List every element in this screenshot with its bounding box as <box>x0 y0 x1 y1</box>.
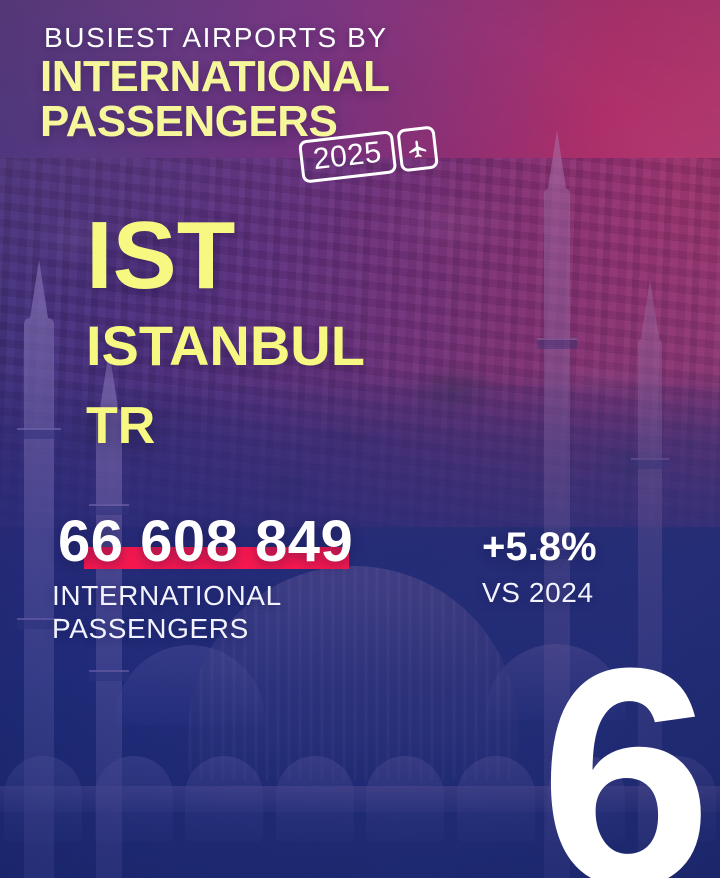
headline-line-2: PASSENGERS <box>40 97 338 147</box>
poster-kicker: BUSIEST AIRPORTS BY <box>44 22 388 53</box>
year-badge-label: 2025 <box>298 130 398 184</box>
passenger-count-value: 66 608 849 <box>58 509 354 574</box>
growth-comparison-label: VS 2024 <box>482 577 594 608</box>
headline-line-1: INTERNATIONAL <box>40 52 390 101</box>
growth-stat-block: +5.8% VS 2024 <box>482 527 597 609</box>
airplane-icon <box>408 140 426 158</box>
rank-number: 6 <box>539 603 712 878</box>
poster-headline: INTERNATIONAL PASSENGERS <box>40 52 390 147</box>
passenger-count: 66 608 849 <box>52 509 359 574</box>
year-badge: 2025 <box>298 125 439 184</box>
highlight-bar <box>84 546 350 569</box>
passenger-caption-line-1: INTERNATIONAL <box>52 579 282 611</box>
year-badge-stub <box>396 125 439 173</box>
passenger-stat-block: 66 608 849 INTERNATIONAL PASSENGERS <box>52 509 359 645</box>
passenger-caption: INTERNATIONAL PASSENGERS <box>52 579 359 645</box>
passenger-caption-line-2: PASSENGERS <box>52 612 249 644</box>
airport-country-code: TR <box>86 397 156 455</box>
airport-city-name: ISTANBUL <box>86 314 365 377</box>
airport-iata-code: IST <box>86 202 236 309</box>
growth-percentage: +5.8% <box>482 525 597 569</box>
